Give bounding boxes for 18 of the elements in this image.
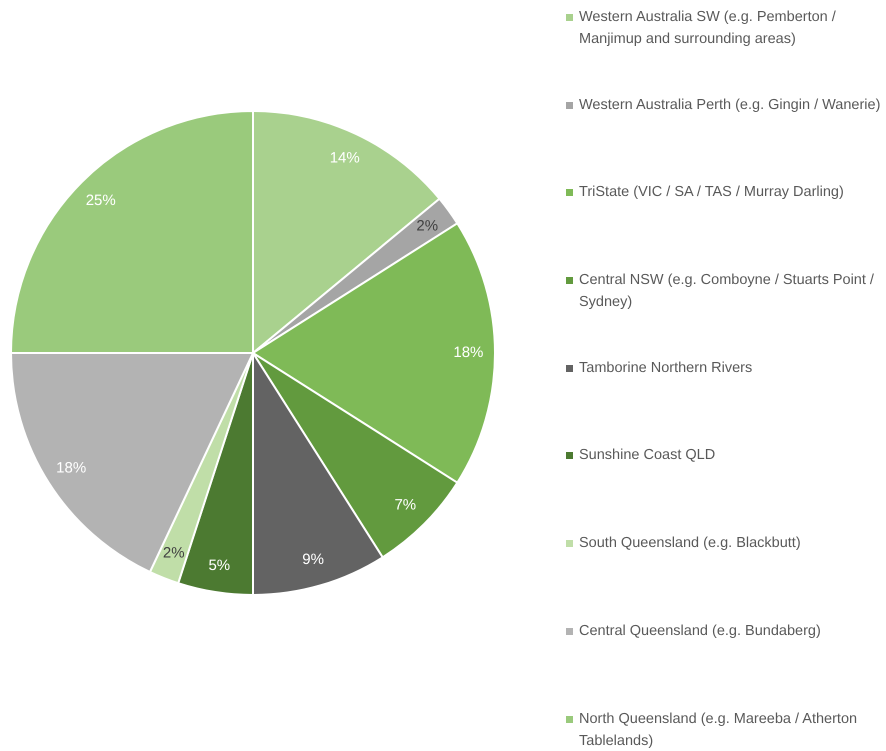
- legend-label: Sunshine Coast QLD: [579, 446, 716, 466]
- data-label: 2%: [416, 218, 438, 235]
- data-label: 5%: [208, 556, 230, 574]
- legend-label: TriState (VIC / SA / TAS / Murray Darling): [579, 183, 844, 202]
- data-label: 14%: [330, 149, 360, 166]
- data-label: 18%: [56, 460, 86, 477]
- legend-label: Western Australia Perth (e.g. Gingin / Wanerie): [579, 96, 880, 115]
- legend-label: Western Australia SW (e.g. Pemberton / Manjimup and surrounding areas): [579, 8, 837, 49]
- legend-label: Central NSW (e.g. Comboyne / Stuarts Point / Sydney): [579, 271, 875, 312]
- legend-label: Central Queensland (e.g. Bundaberg): [579, 622, 821, 641]
- data-label: 9%: [302, 550, 324, 568]
- legend-label: Tamborine Northern Rivers: [579, 358, 752, 378]
- legend-label: South Queensland (e.g. Blackbutt): [579, 534, 801, 554]
- legend-label: North Queensland (e.g. Mareeba / Atherton Tablelands): [579, 710, 858, 750]
- data-label: 18%: [453, 344, 484, 362]
- data-label: 7%: [394, 496, 416, 514]
- data-label: 25%: [86, 192, 116, 209]
- data-label: 2%: [162, 544, 185, 562]
